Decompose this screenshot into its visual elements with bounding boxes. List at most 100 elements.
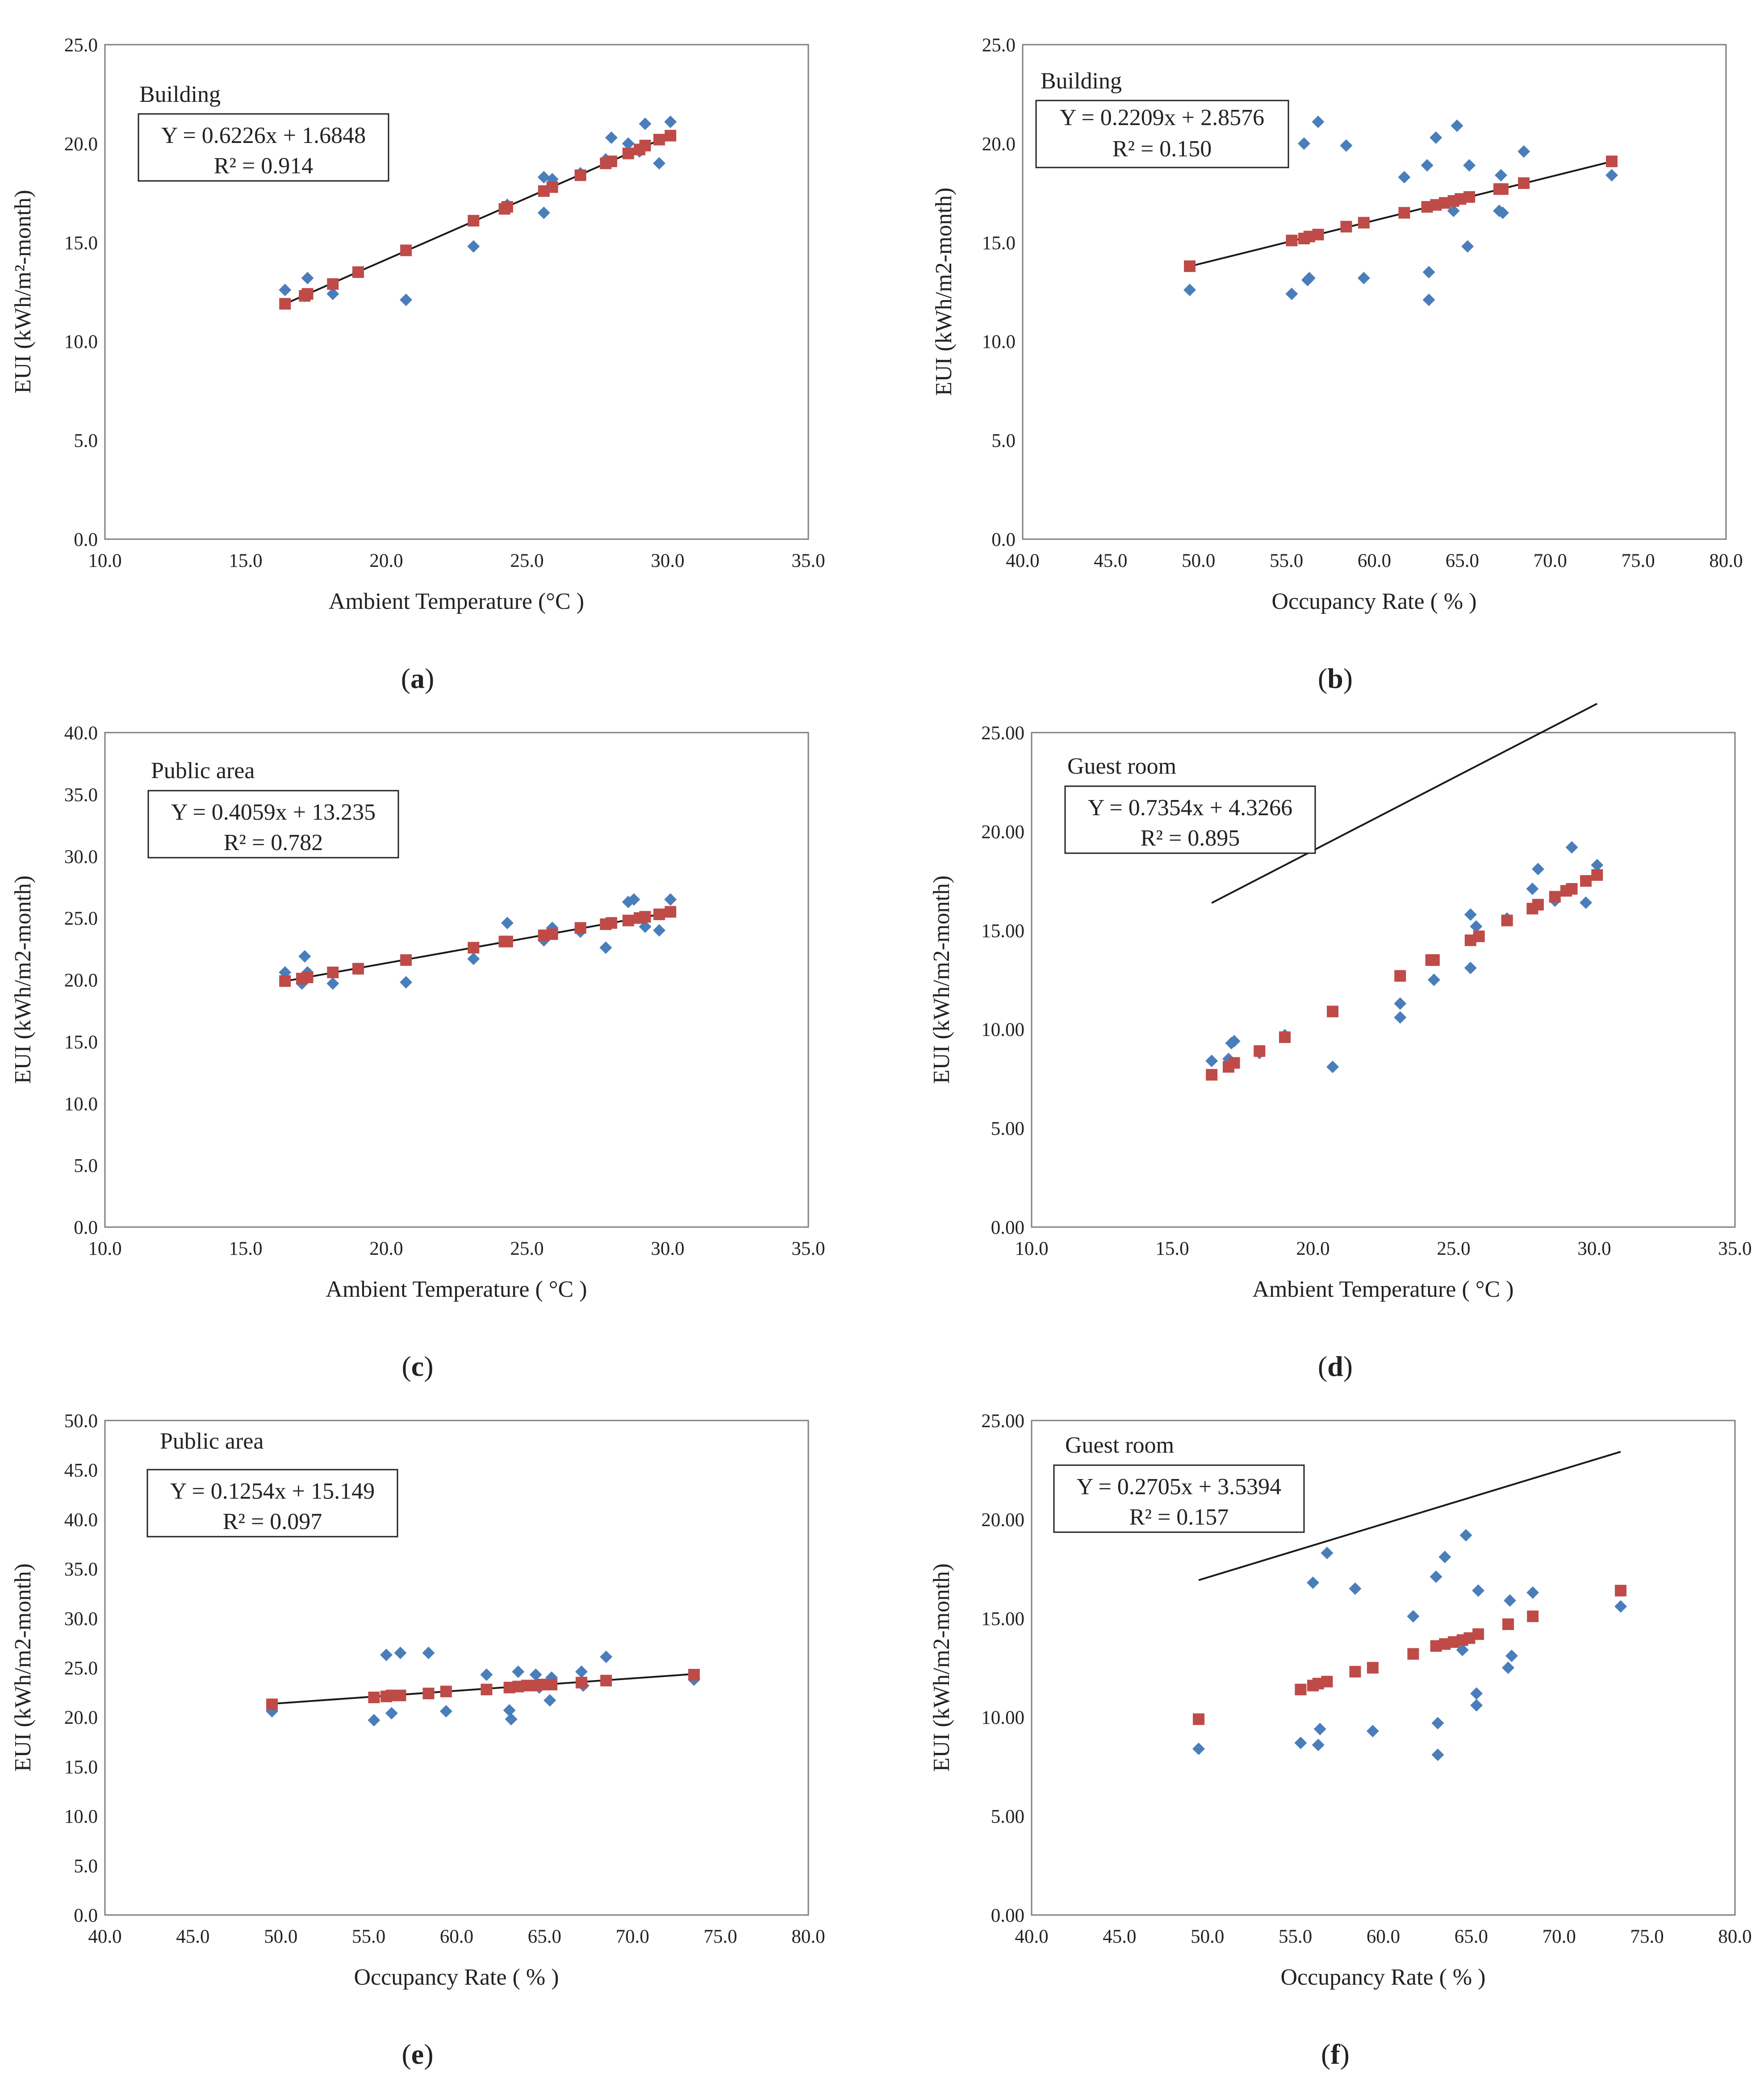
panel-caption: (d) xyxy=(1318,1350,1353,1382)
x-tick-label: 25.0 xyxy=(510,550,543,571)
x-tick-label: 30.0 xyxy=(1577,1238,1611,1259)
regression-annotation-box xyxy=(1035,100,1289,168)
y-tick-label: 0.0 xyxy=(74,1217,98,1238)
x-tick-label: 75.0 xyxy=(1622,550,1655,571)
predicted-point xyxy=(352,963,364,975)
observed-point xyxy=(575,1665,588,1678)
y-tick-label: 25.0 xyxy=(982,35,1016,56)
y-tick-label: 0.0 xyxy=(74,529,98,550)
observed-point xyxy=(1422,266,1435,279)
x-tick-label: 10.0 xyxy=(1015,1238,1048,1259)
predicted-point xyxy=(1206,1069,1218,1081)
y-tick-label: 45.0 xyxy=(64,1460,98,1481)
predicted-points xyxy=(1206,869,1603,1081)
predicted-point xyxy=(688,1668,700,1680)
predicted-point xyxy=(1496,183,1509,195)
predicted-point xyxy=(622,914,634,926)
predicted-point xyxy=(665,906,677,918)
annotation-title: Building xyxy=(1041,68,1122,94)
predicted-point xyxy=(1312,229,1324,241)
predicted-point xyxy=(1321,1676,1333,1688)
observed-point xyxy=(1427,973,1440,986)
trendline-group xyxy=(1198,1450,1621,1581)
predicted-point xyxy=(1615,1584,1627,1597)
predicted-point xyxy=(1580,875,1592,887)
predicted-point xyxy=(1501,914,1513,926)
predicted-point xyxy=(1502,1618,1514,1630)
observed-point xyxy=(501,917,514,930)
predicted-point xyxy=(501,201,513,213)
observed-point xyxy=(1461,240,1474,253)
x-tick-label: 80.0 xyxy=(791,1926,825,1947)
predicted-point xyxy=(639,139,651,151)
predicted-points xyxy=(266,1668,700,1710)
observed-point xyxy=(1565,841,1578,854)
axis-ticks: 40.0 45.0 50.0 55.0 60.0 65.0 70.0 75.0 80.0 0.0 5… xyxy=(982,35,1743,571)
chart-panel-e: 40.0 45.0 50.0 55.0 60.0 65.0 70.0 75.0 80.0 0.0 5… xyxy=(10,1411,825,2070)
observed-point xyxy=(1470,1687,1483,1700)
x-tick-label: 40.0 xyxy=(88,1926,121,1947)
observed-point xyxy=(653,924,666,937)
plot-area-frame xyxy=(1031,1420,1736,1916)
y-tick-label: 15.0 xyxy=(64,1757,98,1778)
panel-caption-letter: b xyxy=(1327,662,1343,694)
observed-point xyxy=(1394,1011,1407,1024)
predicted-point xyxy=(1472,1628,1484,1640)
regression-equation: Y = 0.1254x + 15.149 xyxy=(170,1479,375,1504)
y-tick-label: 10.0 xyxy=(64,1806,98,1827)
y-tick-label: 5.0 xyxy=(74,1156,98,1177)
x-axis-label: Ambient Temperature ( °C ) xyxy=(1252,1277,1513,1302)
x-tick-label: 20.0 xyxy=(1296,1238,1329,1259)
observed-point xyxy=(1450,119,1463,132)
observed-point xyxy=(394,1647,407,1659)
x-tick-label: 55.0 xyxy=(352,1926,385,1947)
chart-panel-d: 10.0 15.0 20.0 25.0 30.0 35.0 0.00 5.00 10.00 15.… xyxy=(929,703,1752,1382)
observed-point xyxy=(1183,284,1196,297)
predicted-point xyxy=(622,147,634,159)
predicted-point xyxy=(1428,954,1440,966)
x-tick-label: 15.0 xyxy=(1155,1238,1189,1259)
chart-panel-f: 40.0 45.0 50.0 55.0 60.0 65.0 70.0 75.0 80.0 0.00… xyxy=(929,1411,1752,2070)
observed-point xyxy=(1228,1035,1241,1048)
y-tick-label: 40.0 xyxy=(64,723,98,744)
observed-point xyxy=(653,157,666,170)
regression-trendline xyxy=(1198,1450,1621,1581)
panel-caption-letter: f xyxy=(1330,2038,1340,2070)
observed-point xyxy=(622,137,635,150)
x-tick-label: 50.0 xyxy=(264,1926,297,1947)
predicted-point xyxy=(440,1685,452,1697)
y-tick-label: 15.0 xyxy=(64,233,98,254)
observed-points xyxy=(1192,1529,1627,1761)
predicted-point xyxy=(600,1675,612,1687)
axis-ticks: 10.0 15.0 20.0 25.0 30.0 35.0 0.0 5.0 10.0 15.0 20… xyxy=(64,35,825,571)
x-tick-label: 75.0 xyxy=(1630,1926,1664,1947)
observed-point xyxy=(599,941,612,954)
y-tick-label: 10.0 xyxy=(64,331,98,352)
y-tick-label: 25.00 xyxy=(981,723,1024,744)
observed-point xyxy=(1340,139,1353,152)
observed-point xyxy=(1496,206,1509,219)
observed-point xyxy=(512,1665,525,1678)
y-tick-label: 15.0 xyxy=(982,233,1016,254)
y-tick-label: 20.0 xyxy=(64,970,98,991)
x-tick-label: 80.0 xyxy=(1718,1926,1751,1947)
x-tick-label: 65.0 xyxy=(1446,550,1479,571)
y-tick-label: 15.00 xyxy=(981,921,1024,942)
observed-point xyxy=(1526,1586,1539,1599)
plot-area-frame xyxy=(1031,732,1736,1228)
observed-point xyxy=(326,977,339,990)
x-axis-label: Ambient Temperature ( °C ) xyxy=(326,1277,587,1302)
x-tick-label: 45.0 xyxy=(1103,1926,1136,1947)
axis-ticks: 10.0 15.0 20.0 25.0 30.0 35.0 0.00 5.00 10.00 15.… xyxy=(981,723,1751,1259)
y-axis-label: EUI (kWh/m²-month) xyxy=(10,190,36,394)
observed-point xyxy=(1398,171,1411,184)
observed-point xyxy=(298,950,311,963)
observed-point xyxy=(537,206,550,219)
plot-area-frame xyxy=(104,44,809,540)
observed-point xyxy=(1430,131,1442,144)
observed-point xyxy=(664,115,677,128)
observed-point xyxy=(1614,1600,1627,1613)
observed-point xyxy=(1464,908,1477,921)
